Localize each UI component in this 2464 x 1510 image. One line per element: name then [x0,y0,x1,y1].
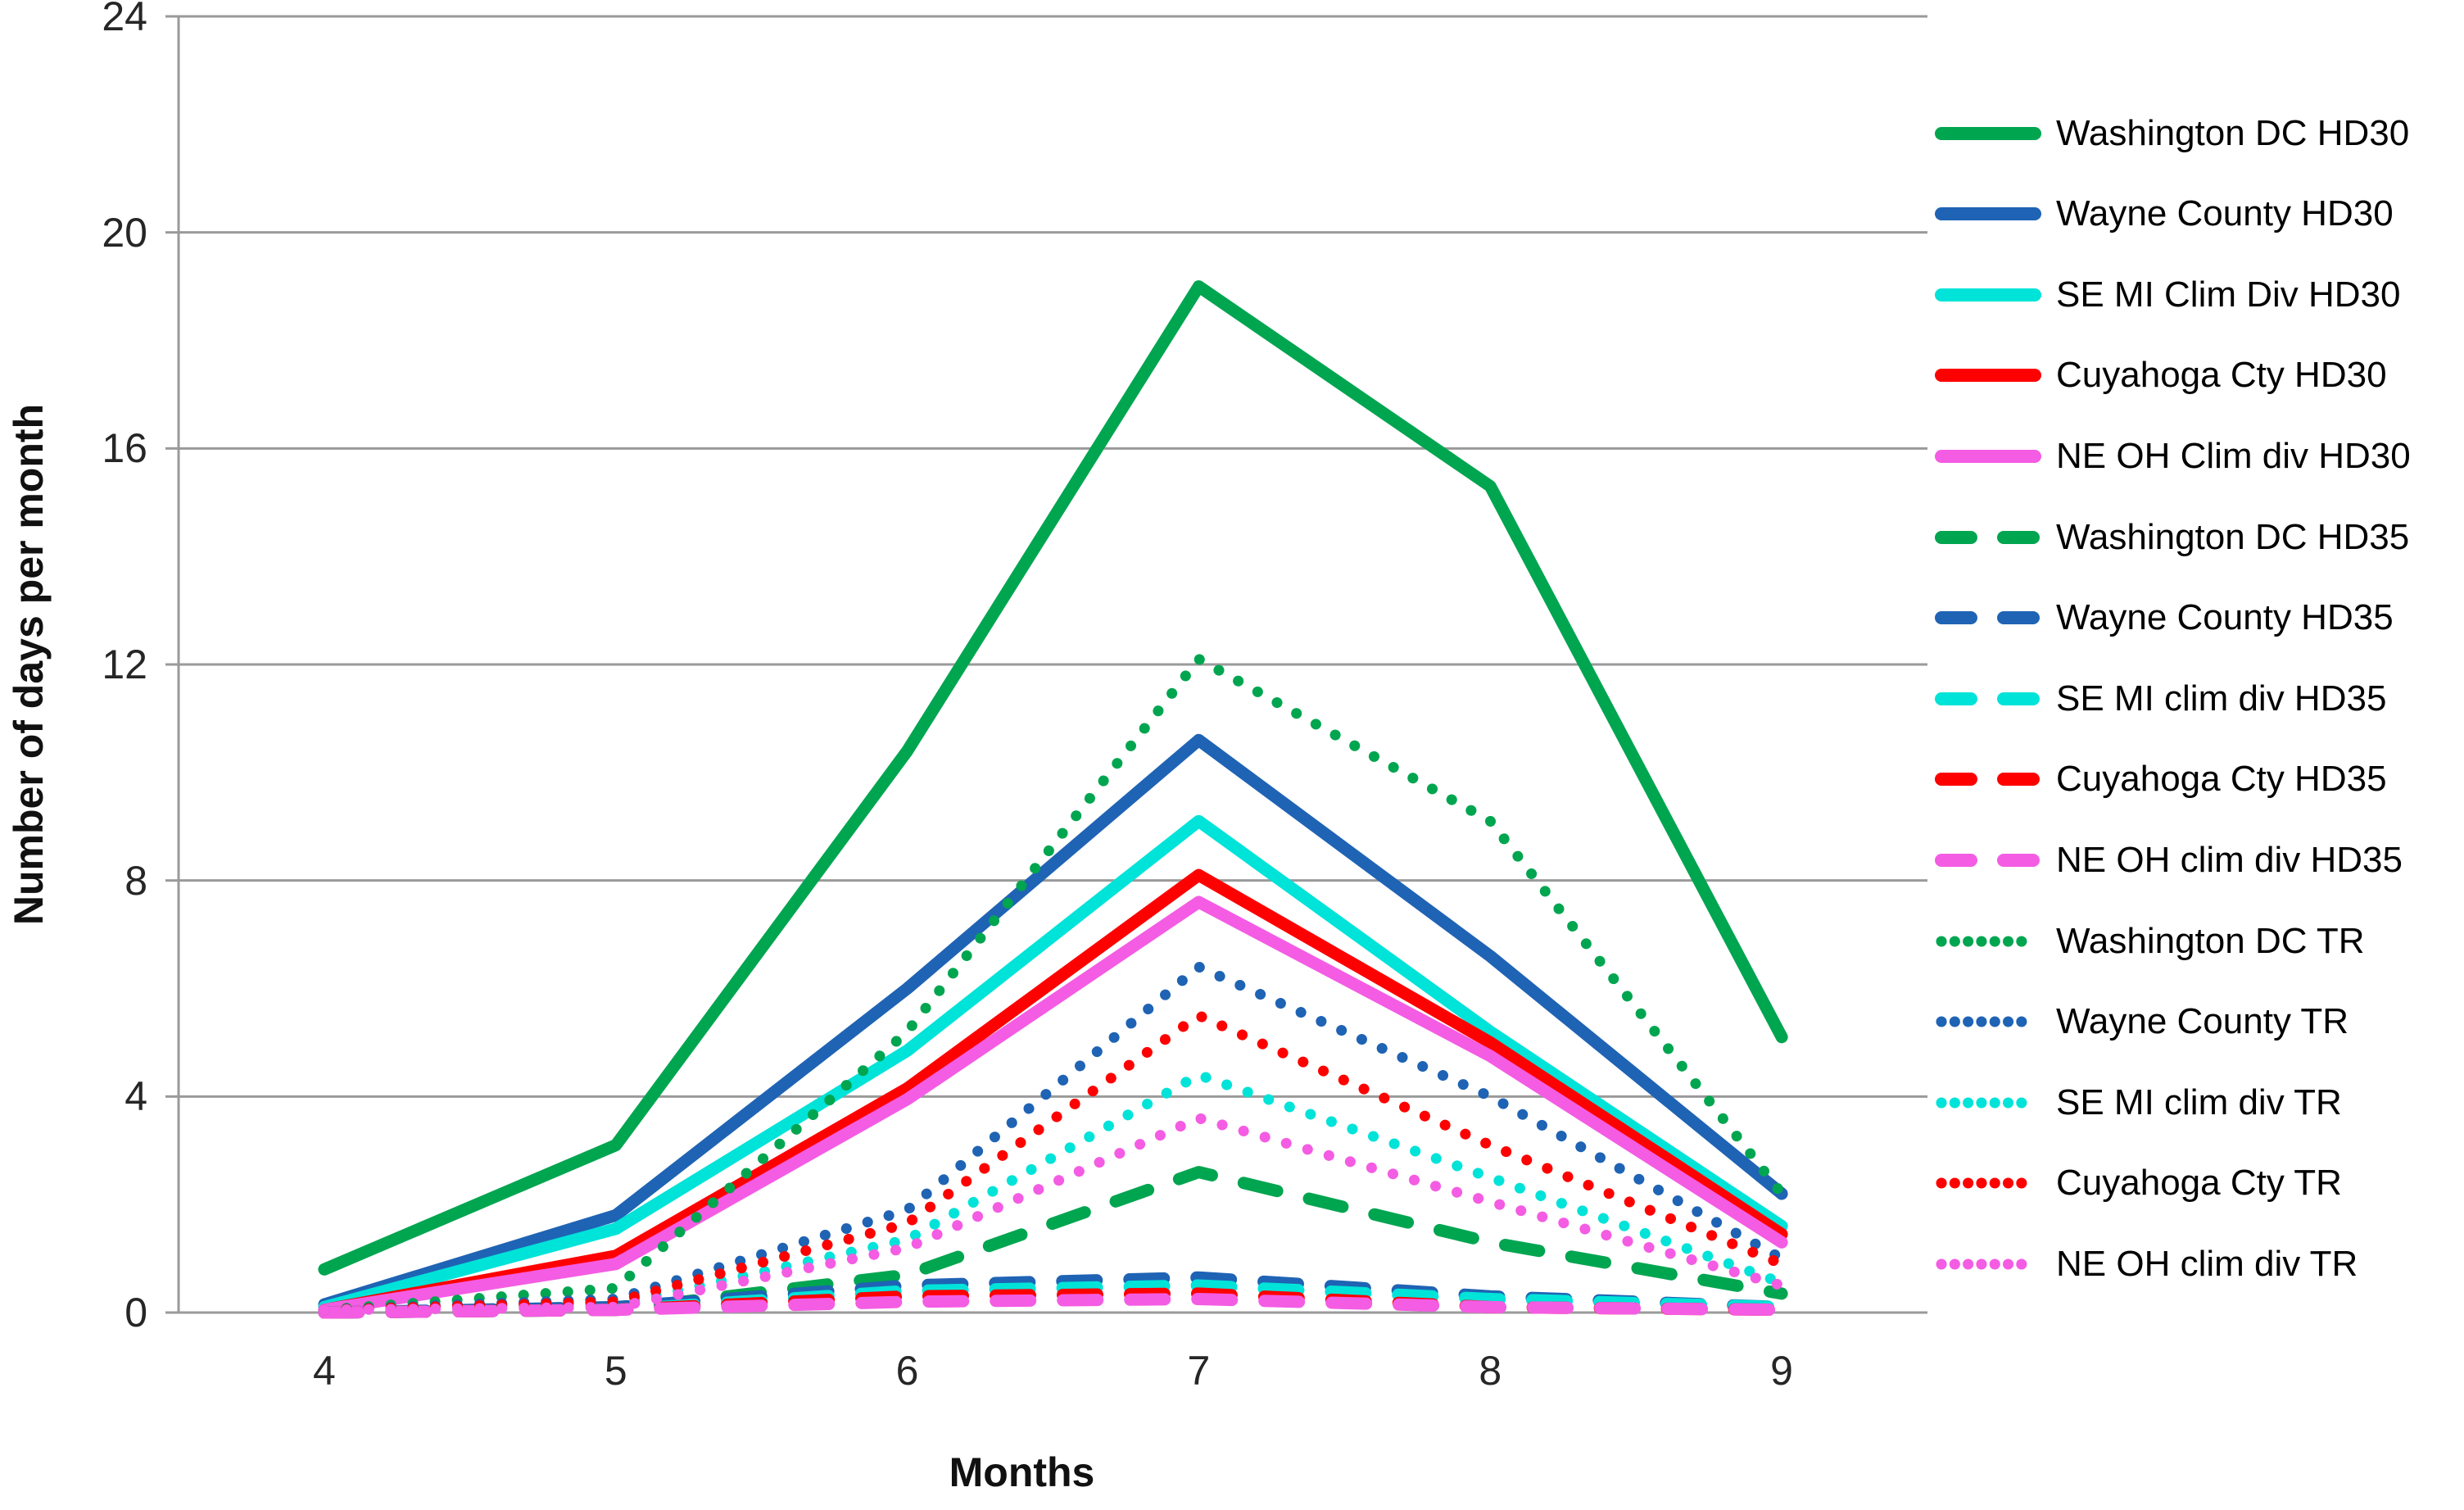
legend-swatch-dotted [1936,1016,2040,1027]
y-tick-label-16: 16 [102,425,147,472]
legend-label: Cuyahoga Cty TR [2056,1163,2342,1204]
series-line-wayne-county-hd30 [318,733,1788,1311]
legend-item-washington-dc-hd35: Washington DC HD35 [1935,497,2409,578]
legend-swatch-dashed [1935,853,2041,867]
x-tick-label-4: 4 [313,1348,336,1394]
legend-label: Wayne County TR [2056,1001,2349,1042]
legend-label: NE OH clim div TR [2056,1243,2358,1284]
legend-swatch-dashed [1935,692,2041,705]
series-line-ne-oh-clim-div-tr [319,1113,1787,1316]
legend-swatch-dashed [1935,773,2041,787]
y-axis-title: Number of days per month [6,403,52,926]
legend-item-cuyahoga-cty-tr: Cuyahoga Cty TR [1935,1143,2342,1224]
legend-swatch-dashed [1935,530,2041,544]
legend-label: Wayne County HD30 [2056,193,2394,234]
x-tick-label-8: 8 [1479,1348,1502,1394]
legend-swatch-dotted [1936,936,2040,946]
legend-label: Cuyahoga Cty HD30 [2056,355,2387,396]
legend-swatch-solid [1935,449,2041,463]
legend-item-wayne-county-hd30: Wayne County HD30 [1935,174,2394,255]
legend-item-ne-oh-clim-div-tr: NE OH clim div TR [1935,1223,2358,1304]
legend-swatch-dotted [1936,1097,2040,1109]
x-tick-label-7: 7 [1187,1348,1211,1394]
legend-label: Washington DC HD35 [2056,516,2410,557]
series-line-washington-dc-hd35 [318,1166,1788,1319]
legend-swatch-solid [1935,288,2041,302]
legend-item-ne-oh-clim-div-hd30: NE OH Clim div HD30 [1935,415,2411,497]
legend-label: SE MI clim div TR [2056,1081,2342,1122]
legend-swatch-dotted [1936,1177,2040,1189]
x-tick-label-9: 9 [1770,1348,1793,1394]
legend-label: SE MI Clim Div HD30 [2056,274,2401,315]
legend-label: SE MI clim div HD35 [2056,678,2387,719]
legend-item-washington-dc-hd30: Washington DC HD30 [1935,93,2409,174]
legend-item-washington-dc-tr: Washington DC TR [1935,900,2365,982]
legend-item-se-mi-clim-div-hd35: SE MI clim div HD35 [1935,658,2386,739]
legend-item-wayne-county-hd35: Wayne County HD35 [1935,578,2394,659]
series-line-se-mi-clim-div-hd30 [318,814,1788,1313]
x-tick-label-5: 5 [604,1348,627,1394]
y-tick-label-24: 24 [102,0,147,39]
x-tick-label-6: 6 [895,1348,919,1394]
series-line-washington-dc-hd30 [318,280,1788,1276]
y-tick-label-0: 0 [125,1290,147,1335]
legend-item-se-mi-clim-div-tr: SE MI clim div TR [1935,1062,2342,1143]
series-line-ne-oh-clim-div-hd35 [318,1293,1788,1319]
x-axis-title: Months [949,1449,1095,1495]
series-line-cuyahoga-cty-hd30 [318,868,1788,1317]
legend-swatch-dashed [1935,611,2041,625]
series-line-washington-dc-tr [319,653,1787,1316]
y-tick-label-8: 8 [125,857,147,904]
legend-label: Washington DC TR [2056,920,2365,961]
legend-item-cuyahoga-cty-hd30: Cuyahoga Cty HD30 [1935,335,2387,416]
y-tick-label-12: 12 [102,642,147,687]
legend-swatch-solid [1935,369,2041,383]
legend-item-wayne-county-tr: Wayne County TR [1935,982,2348,1063]
legend-label: Cuyahoga Cty HD35 [2056,759,2387,800]
series-line-ne-oh-clim-div-hd30 [318,896,1788,1317]
legend-label: Washington DC HD30 [2056,112,2410,153]
legend-label: Wayne County HD35 [2056,597,2394,638]
legend-label: NE OH clim div HD35 [2056,839,2403,880]
legend-item-cuyahoga-cty-hd35: Cuyahoga Cty HD35 [1935,739,2387,820]
series-line-se-mi-clim-div-hd35 [318,1279,1788,1319]
legend-label: NE OH Clim div HD30 [2056,435,2411,476]
legend-swatch-solid [1935,126,2041,140]
legend-swatch-dotted [1936,1258,2040,1270]
legend-item-ne-oh-clim-div-hd35: NE OH clim div HD35 [1935,819,2403,900]
y-tick-label-20: 20 [102,209,147,256]
legend-item-se-mi-clim-div-hd30: SE MI Clim Div HD30 [1935,254,2401,335]
y-tick-label-4: 4 [125,1073,147,1120]
legend-swatch-solid [1935,207,2041,221]
